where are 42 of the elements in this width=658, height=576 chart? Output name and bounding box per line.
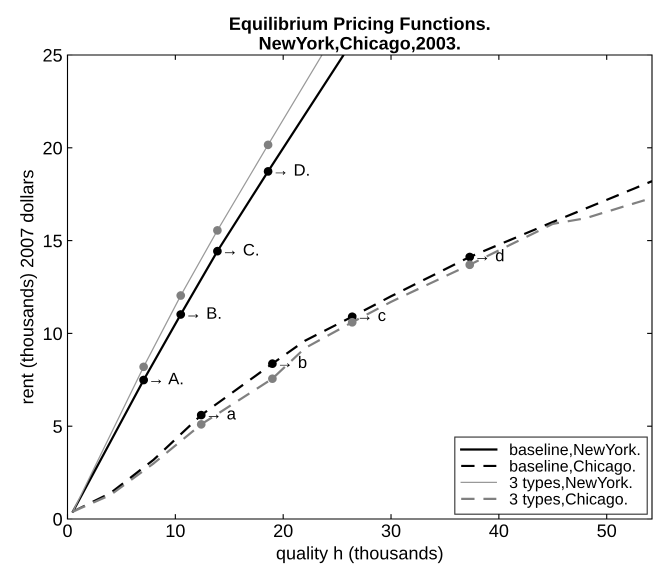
y-tick-label: 25 [43,48,62,62]
y-tick-label: 0 [53,512,62,526]
y-tick-label: 5 [53,420,62,433]
annotation: → D. [276,164,309,176]
point [268,359,277,368]
point [196,420,206,429]
chart-title: Equilibrium Pricing Functions. NewYork,Chicago,2003. [230,16,490,54]
point [264,140,272,150]
x-tick-label: 30 [382,524,400,538]
point [196,410,206,420]
point [213,226,222,235]
x-tick-label: 50 [597,524,616,538]
point [348,318,357,327]
legend-label: baseline,Chicago. [510,460,635,475]
point [268,374,277,384]
annotation: → c [360,312,386,322]
y-axis-title: rent (thousands) 2007 dollars [20,170,37,404]
point [264,167,272,176]
annotation: → d [477,249,504,262]
annotation: → b [280,356,306,368]
x-axis-title: quality h (thousands) [276,546,442,564]
y-tick-label: 15 [44,234,62,248]
annotation: → B. [188,307,220,319]
annotation: → C. [224,244,258,256]
legend-label: baseline,NewYork. [510,443,640,458]
x-tick-label: 0 [63,524,72,538]
x-tick-label: 10 [166,524,185,538]
point [139,376,148,384]
x-tick-label: 40 [489,524,508,538]
annotation: → a [208,410,236,420]
y-tick-label: 10 [44,327,62,340]
point [465,260,474,270]
point [213,246,222,256]
y-tick-label: 20 [43,142,62,155]
point [139,362,148,372]
point [176,291,186,300]
annotation: → A. [151,372,182,384]
point [465,252,474,262]
x-tick-label: 20 [274,524,293,538]
point [176,310,186,319]
legend-label: 3 types,Chicago. [510,492,627,508]
legend-label: 3 types,NewYork. [510,476,632,492]
